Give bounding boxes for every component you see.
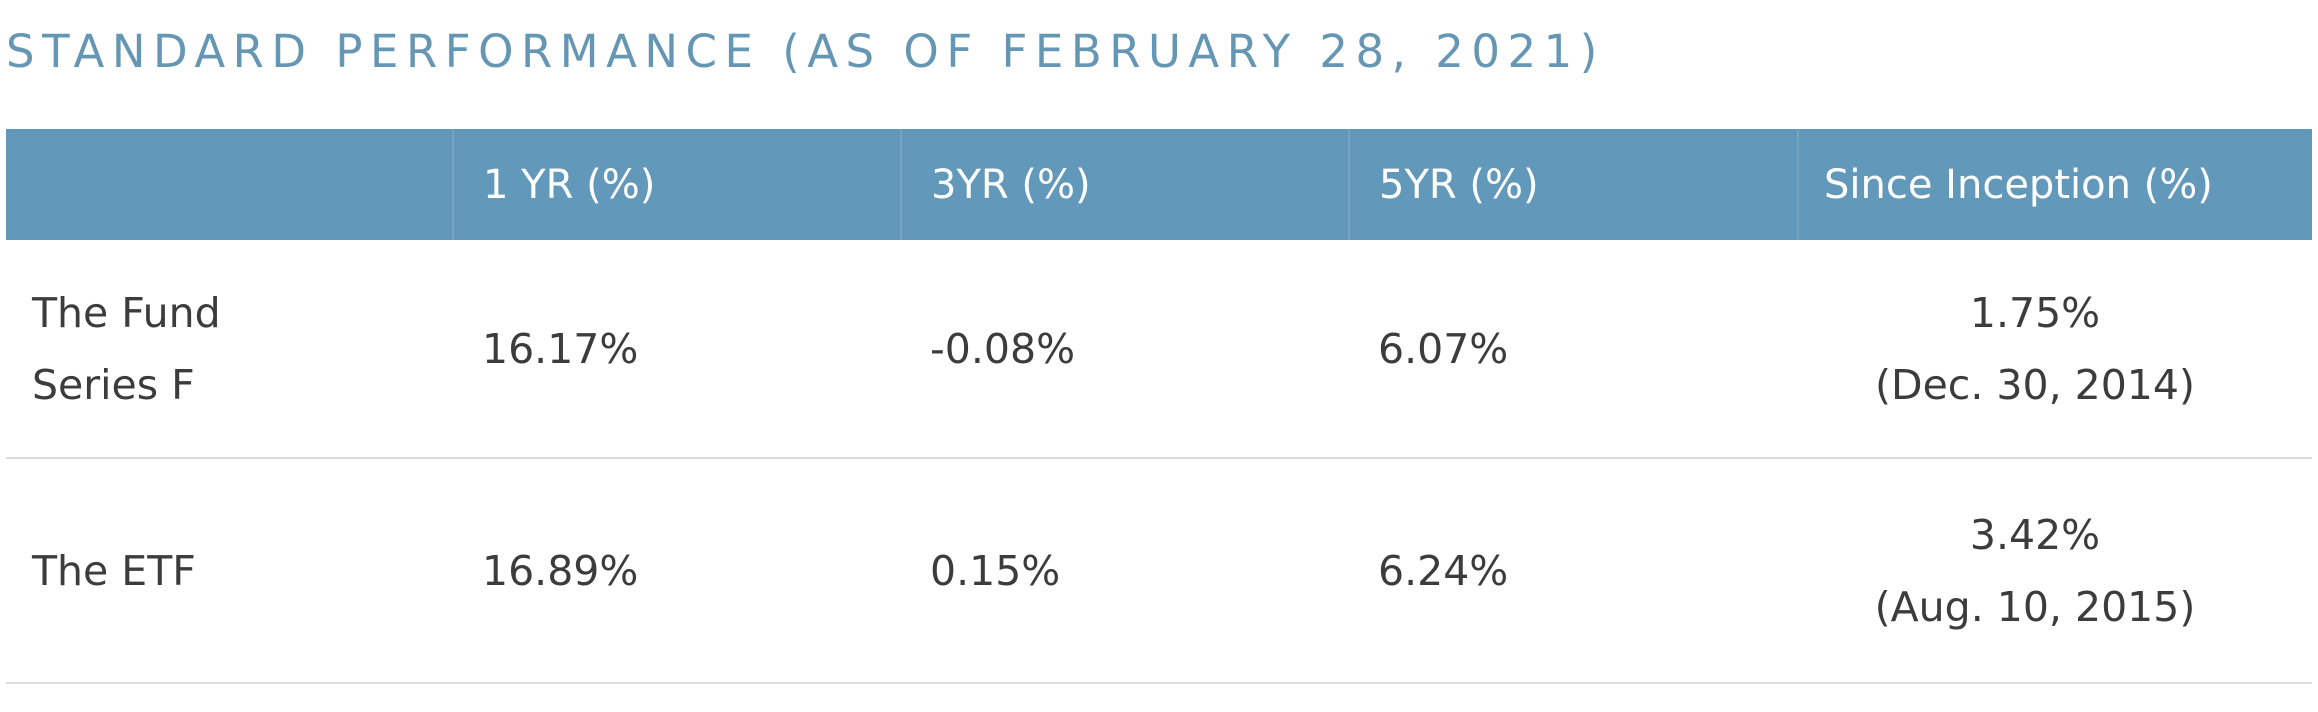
header-cell-3yr: 3YR (%) xyxy=(901,129,1350,240)
since-inception-value: 1.75% xyxy=(1969,288,2101,337)
five-yr-value: 6.07% xyxy=(1378,324,1509,373)
inception-date: (Dec. 30, 2014) xyxy=(1875,360,2195,409)
five-yr-value: 6.24% xyxy=(1378,546,1509,595)
one-yr-value: 16.89% xyxy=(482,546,639,595)
header-cell-1yr: 1 YR (%) xyxy=(453,129,902,240)
three-yr-value: -0.08% xyxy=(930,324,1076,373)
fund-name-cell: The ETF xyxy=(6,458,453,683)
header-cell-5yr: 5YR (%) xyxy=(1349,129,1799,240)
fund-name-cell: The Fund Series F xyxy=(6,240,453,458)
inception-date: (Aug. 10, 2015) xyxy=(1874,582,2196,631)
performance-table: 1 YR (%) 3YR (%) 5YR (%) Since Inception… xyxy=(6,129,2312,684)
table-header-row: 1 YR (%) 3YR (%) 5YR (%) Since Inception… xyxy=(6,129,2312,240)
header-cell-since-inception: Since Inception (%) xyxy=(1798,129,2312,240)
table-row: The Fund Series F 16.17% -0.08% 6.07% 1.… xyxy=(6,240,2312,458)
since-inception-value: 3.42% xyxy=(1969,510,2101,559)
since-inception-cell: 1.75% (Dec. 30, 2014) xyxy=(1798,240,2312,458)
three-yr-value: 0.15% xyxy=(930,546,1061,595)
fund-name-line2: Series F xyxy=(32,360,195,409)
fund-name-line1: The ETF xyxy=(32,546,196,595)
since-inception-cell: 3.42% (Aug. 10, 2015) xyxy=(1798,458,2312,683)
table-row: The ETF 16.89% 0.15% 6.24% 3.42% (Aug. 1… xyxy=(6,458,2312,683)
page-title: STANDARD PERFORMANCE (AS OF FEBRUARY 28,… xyxy=(6,25,1605,78)
fund-name-line1: The Fund xyxy=(32,288,221,337)
one-yr-value: 16.17% xyxy=(482,324,639,373)
header-cell-name xyxy=(6,129,454,240)
